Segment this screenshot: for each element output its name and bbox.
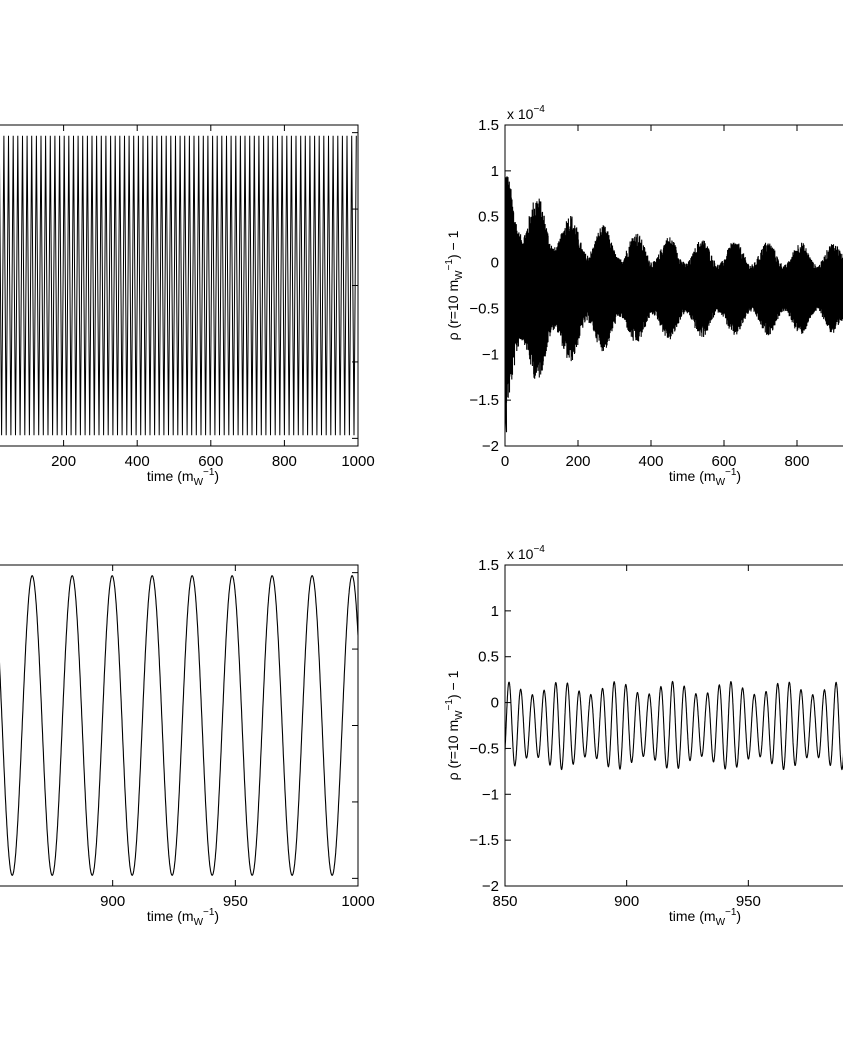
y-tick-label: −0.5 — [469, 300, 499, 317]
y-tick-label: −1 — [482, 346, 499, 363]
x-axis-label: time (mW−1) — [669, 907, 741, 928]
x-tick-label: 400 — [638, 453, 663, 470]
x-axis-label: time (mW−1) — [147, 467, 219, 488]
series-line — [505, 680, 843, 771]
x-tick-label: 1000 — [341, 453, 374, 470]
x-tick-label: 1000 — [341, 893, 374, 910]
exponent-label: x 10−4 — [507, 544, 545, 562]
y-tick-label: 0 — [491, 695, 499, 712]
x-axis-label: time (mW−1) — [147, 907, 219, 928]
y-tick-label: −1.5 — [469, 832, 499, 849]
x-tick-label: 850 — [492, 893, 517, 910]
y-tick-label: −0.5 — [469, 740, 499, 757]
y-axis-label: ρ (r=10 mW−1) − 1 — [444, 230, 465, 340]
y-tick-label: −1 — [482, 786, 499, 803]
chart-bottom-left: 900 950 1000 time (mW−1) — [0, 564, 375, 928]
y-tick-label: −2 — [482, 878, 499, 895]
chart-top-left: 200 400 600 800 1000 time (mW−1) — [0, 124, 375, 488]
x-tick-label: 200 — [565, 453, 590, 470]
series-line — [0, 135, 357, 436]
plot-frame — [504, 564, 843, 887]
plot-frame — [504, 124, 843, 447]
y-tick-label: 0.5 — [478, 649, 499, 666]
series-line — [505, 176, 843, 433]
x-tick-label: 950 — [736, 893, 761, 910]
x-tick-label: 600 — [198, 453, 223, 470]
x-tick-label: 900 — [614, 893, 639, 910]
y-tick-label: 1.5 — [478, 557, 499, 574]
x-tick-label: 200 — [51, 453, 76, 470]
y-tick-label: 0.5 — [478, 209, 499, 226]
chart-top-right: 0 200 400 600 800 −2 −1.5 −1 −0.5 0 0.5 1 1.5 time (m… — [444, 104, 843, 488]
x-axis-label: time (mW−1) — [669, 467, 741, 488]
y-tick-label: 1 — [491, 163, 499, 180]
y-tick-label: −1.5 — [469, 392, 499, 409]
y-tick-label: −2 — [482, 438, 499, 455]
y-axis-label: ρ (r=10 mW−1) − 1 — [444, 670, 465, 780]
y-tick-label: 0 — [491, 255, 499, 272]
exponent-label: x 10−4 — [507, 104, 545, 122]
x-tick-label: 900 — [100, 893, 125, 910]
plot-frame — [0, 564, 359, 887]
x-tick-label: 400 — [125, 453, 150, 470]
x-tick-label: 800 — [272, 453, 297, 470]
y-tick-label: 1.5 — [478, 117, 499, 134]
series-line — [0, 575, 358, 876]
y-tick-label: 1 — [491, 603, 499, 620]
x-tick-label: 600 — [711, 453, 736, 470]
chart-bottom-right: 850 900 950 −2 −1.5 −1 −0.5 0 0.5 1 1.5 time (mW−1)… — [444, 544, 843, 928]
x-tick-label: 0 — [501, 453, 509, 470]
x-tick-label: 800 — [784, 453, 809, 470]
x-tick-label: 950 — [223, 893, 248, 910]
